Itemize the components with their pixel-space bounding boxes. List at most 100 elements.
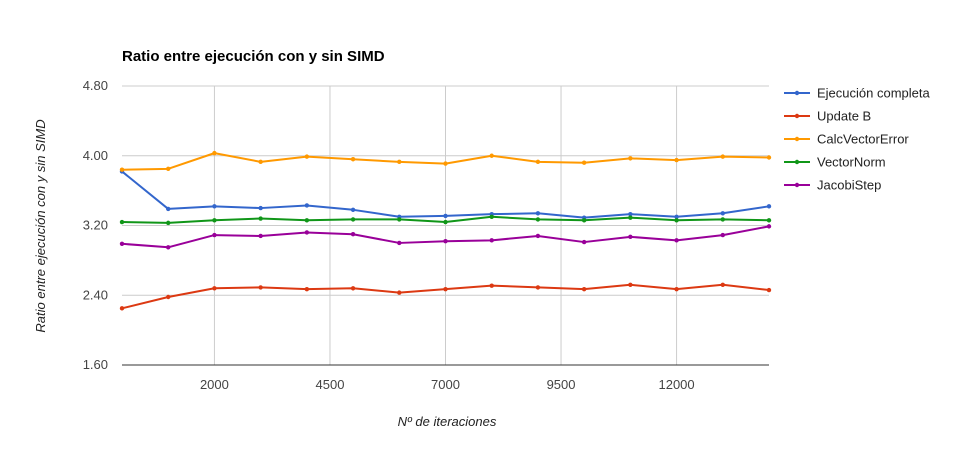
- data-point: [720, 211, 725, 216]
- data-point: [628, 211, 633, 217]
- data-point: [397, 217, 402, 222]
- data-point: [258, 216, 263, 221]
- legend-item: VectorNorm: [784, 155, 886, 170]
- data-point: [535, 159, 541, 165]
- legend-item: Update B: [784, 109, 871, 124]
- legend-marker: [794, 90, 800, 96]
- data-point: [304, 286, 310, 292]
- data-point: [489, 153, 494, 158]
- data-point: [581, 239, 587, 245]
- data-point: [443, 286, 448, 292]
- data-point: [674, 157, 679, 163]
- data-point: [628, 156, 633, 161]
- data-point: [258, 205, 263, 211]
- x-tick-label: 9500: [547, 377, 576, 392]
- y-tick-label: 3.20: [83, 218, 108, 233]
- data-point: [581, 286, 587, 292]
- y-tick-label: 1.60: [83, 357, 108, 372]
- data-point: [258, 285, 263, 290]
- data-point: [212, 218, 217, 223]
- legend: Ejecución completa Update B CalcVectorErro…: [784, 86, 930, 193]
- legend-label: VectorNorm: [817, 155, 886, 170]
- data-point: [674, 238, 679, 243]
- y-axis-title: Ratio entre ejecución con y sin SIMD: [33, 119, 48, 332]
- data-point: [258, 233, 263, 239]
- data-point: [397, 159, 402, 165]
- legend-item: Ejecución completa: [784, 86, 930, 101]
- data-point: [212, 150, 217, 156]
- y-tick-label: 4.80: [83, 78, 108, 93]
- data-point: [535, 217, 541, 222]
- legend-label: CalcVectorError: [817, 132, 909, 147]
- data-point: [166, 294, 171, 300]
- data-point: [720, 217, 725, 222]
- data-point: [212, 232, 217, 238]
- legend-item: JacobiStep: [784, 178, 881, 193]
- legend-item: CalcVectorError: [784, 132, 909, 147]
- data-point: [628, 282, 633, 287]
- data-point: [350, 207, 356, 213]
- data-point: [397, 240, 402, 246]
- data-point: [535, 211, 541, 216]
- data-point: [720, 154, 725, 159]
- data-point: [720, 232, 725, 238]
- data-point: [397, 290, 402, 295]
- data-point: [304, 154, 310, 159]
- legend-marker: [794, 136, 800, 142]
- data-point: [489, 283, 494, 288]
- data-point: [674, 214, 679, 219]
- legend-marker: [794, 113, 800, 119]
- data-point: [212, 204, 217, 209]
- data-point: [443, 161, 448, 166]
- data-point: [304, 230, 310, 235]
- data-point: [766, 224, 772, 229]
- data-point: [350, 232, 356, 237]
- data-point: [350, 217, 356, 222]
- data-point: [166, 206, 171, 212]
- series-group: [119, 150, 772, 311]
- x-tick-label: 2000: [200, 377, 229, 392]
- data-point: [350, 286, 356, 291]
- data-point: [766, 218, 772, 223]
- legend-marker: [794, 182, 800, 188]
- legend-label: JacobiStep: [817, 178, 881, 193]
- data-point: [166, 166, 171, 172]
- data-point: [535, 285, 541, 290]
- data-point: [443, 238, 448, 244]
- gridlines: [122, 85, 769, 365]
- data-point: [443, 219, 448, 225]
- data-point: [350, 157, 356, 162]
- chart-title: Ratio entre ejecución con y sin SIMD: [122, 48, 385, 65]
- data-point: [443, 213, 448, 219]
- data-point: [166, 245, 171, 250]
- data-point: [581, 218, 587, 223]
- data-point: [766, 287, 772, 293]
- data-point: [119, 167, 125, 172]
- series-3: [119, 214, 772, 226]
- x-axis-title: Nº de iteraciones: [398, 414, 497, 429]
- data-point: [212, 286, 217, 291]
- data-point: [720, 282, 725, 287]
- data-point: [166, 220, 171, 226]
- data-point: [489, 238, 494, 243]
- data-point: [628, 215, 633, 220]
- data-point: [674, 286, 679, 292]
- data-point: [535, 233, 541, 239]
- data-point: [304, 203, 310, 208]
- x-tick-label: 4500: [316, 377, 345, 392]
- data-point: [674, 218, 679, 223]
- x-tick-label: 12000: [658, 377, 694, 392]
- legend-label: Ejecución completa: [817, 86, 930, 101]
- data-point: [119, 219, 125, 225]
- series-2: [119, 150, 772, 172]
- data-point: [304, 218, 310, 223]
- data-point: [119, 306, 125, 311]
- legend-label: Update B: [817, 109, 871, 124]
- data-point: [628, 234, 633, 240]
- y-tick-label: 2.40: [83, 287, 108, 302]
- x-tick-label: 7000: [431, 377, 460, 392]
- series-4: [119, 224, 772, 250]
- data-point: [766, 204, 772, 209]
